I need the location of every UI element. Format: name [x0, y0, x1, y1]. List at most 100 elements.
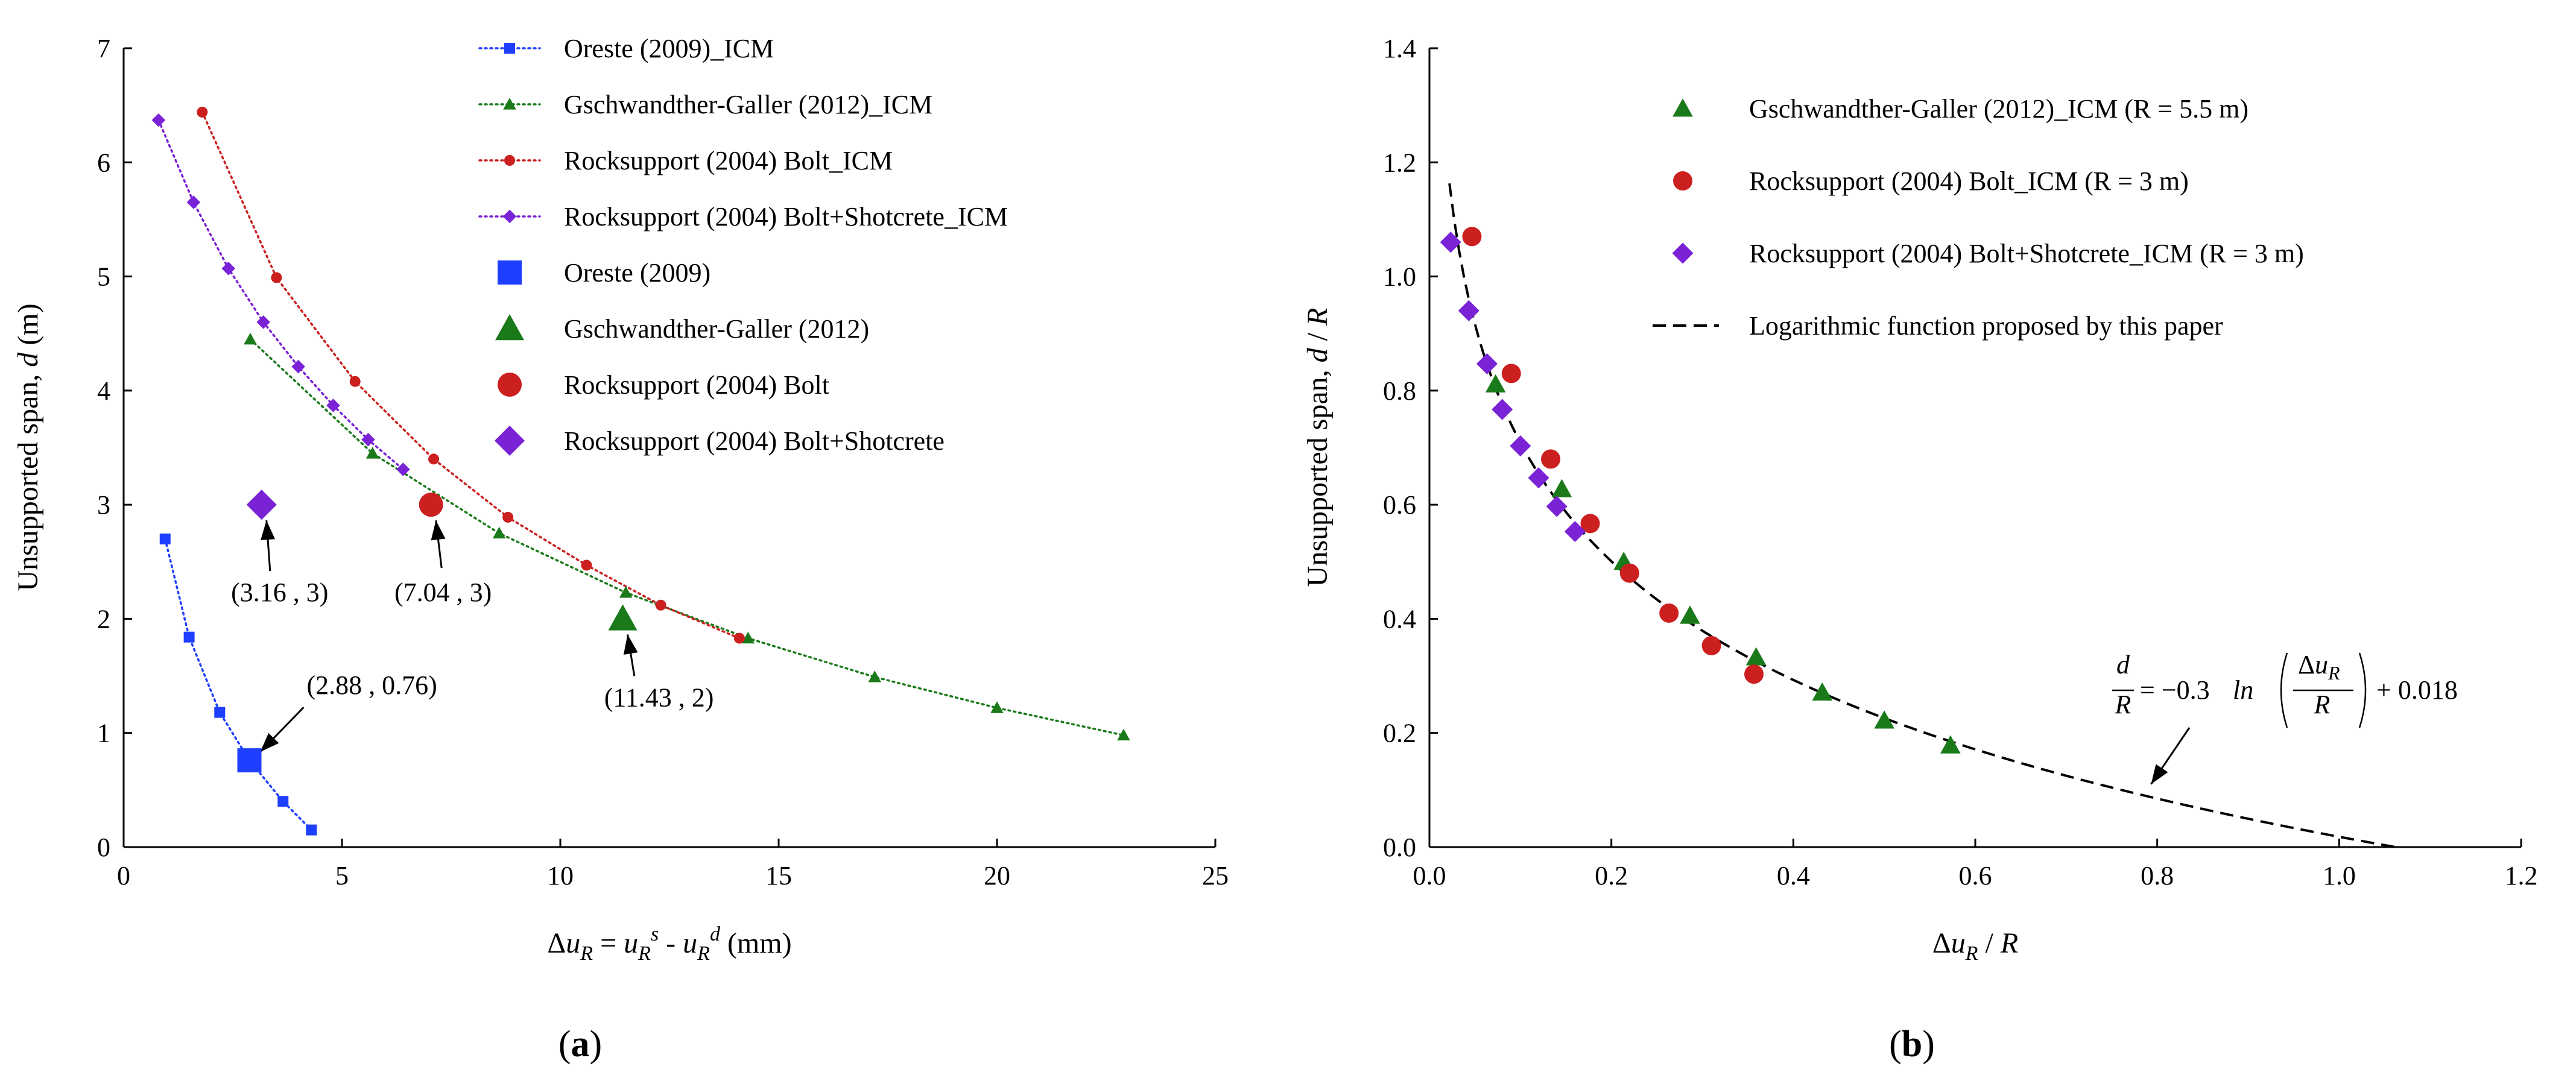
chart-a-annotation-arrow-head — [623, 634, 638, 655]
chart-a-y-tick-label: 2 — [97, 604, 110, 634]
chart-b-legend-marker-gsch_n — [1673, 98, 1693, 117]
chart-a-point-shot_icm — [151, 113, 166, 127]
chart-a-legend-marker-shot_icm — [502, 209, 517, 224]
chart-b-legend-marker-shot_n — [1672, 242, 1694, 264]
chart-a-point-oreste_icm — [214, 707, 226, 718]
chart-a-legend-marker-bolt_icm — [504, 155, 515, 166]
chart-b-point-bolt_n — [1580, 514, 1600, 534]
chart-a-y-tick-label: 3 — [97, 490, 110, 520]
chart-a-point-bolt_icm — [733, 632, 745, 644]
chart-b-point-gsch_n — [1551, 479, 1572, 497]
chart-b-x-tick-label: 0.6 — [1959, 861, 1992, 890]
chart-b-y-tick-label: 1.2 — [1383, 148, 1416, 177]
chart-a-point-oreste_icm — [306, 824, 317, 836]
chart-b-point-bolt_n — [1659, 603, 1679, 623]
chart-a-y-tick-label: 1 — [97, 719, 110, 748]
chart-a-x-tick-label: 25 — [1202, 861, 1229, 890]
chart-a-annotation-label: (2.88 , 0.76) — [307, 670, 437, 700]
chart-a-point-gsch — [608, 604, 638, 631]
chart-a-point-shot_icm — [256, 315, 270, 329]
chart-b-point-shot_n — [1476, 353, 1498, 374]
chart-b-y-tick-label: 0.4 — [1383, 604, 1416, 634]
chart-a-x-tick-label: 0 — [117, 861, 130, 890]
chart-a-point-shot_icm — [396, 462, 410, 476]
chart-a-point-oreste_icm — [183, 631, 195, 643]
chart-b-point-bolt_n — [1619, 563, 1639, 583]
chart-b-point-gsch_n — [1874, 710, 1894, 729]
chart-a-legend-label: Rocksupport (2004) Bolt+Shotcrete — [564, 426, 945, 456]
chart-a-x-tick-label: 15 — [765, 861, 792, 890]
chart-b-point-bolt_n — [1701, 635, 1721, 655]
chart-b-point-shot_n — [1510, 435, 1531, 457]
chart-a-point-bolt_icm — [271, 272, 282, 283]
chart-a-point-gsch_icm — [741, 631, 755, 644]
equation-lhs-denominator: R — [2115, 690, 2131, 719]
chart-a-legend-marker-gsch — [495, 314, 524, 341]
chart-a-y-tick-label: 0 — [97, 833, 110, 862]
chart-b-point-shot_n — [1528, 467, 1549, 489]
chart-a-line-bolt_icm — [201, 111, 741, 640]
chart-a-x-tick-label: 20 — [984, 861, 1010, 890]
chart-a-line-shot_icm — [157, 119, 405, 471]
chart-a-point-gsch_icm — [1117, 728, 1130, 741]
chart-b-fit-curve — [1448, 183, 2399, 848]
chart-b-y-tick-label: 0.0 — [1383, 833, 1416, 862]
chart-b-legend-label: Gschwandther-Galler (2012)_ICM (R = 5.5 … — [1749, 94, 2248, 124]
equation-left-paren — [2280, 652, 2288, 728]
chart-a-ylabel: Unsupported span, d (m) — [12, 303, 44, 591]
chart-a-point-gsch_icm — [492, 526, 506, 539]
chart-b-x-tick-label: 0.8 — [2141, 861, 2174, 890]
equation-coefficient: = −0.3 — [2140, 675, 2210, 705]
chart-a-point-gsch_icm — [868, 670, 882, 682]
chart-b-ylabel: Unsupported span, d / R — [1302, 308, 1334, 587]
chart-b-point-gsch_n — [1485, 374, 1506, 392]
chart-b-point-gsch_n — [1745, 647, 1767, 666]
chart-a-point-shot_icm — [361, 433, 375, 447]
chart-b-point-shot_n — [1546, 496, 1568, 517]
chart-a-x-tick-label: 5 — [335, 861, 349, 890]
chart-b-xlabel: ΔuR / R — [1932, 927, 2018, 965]
chart-a-point-bolt_icm — [349, 376, 361, 387]
chart-a-point-bolt_icm — [581, 559, 592, 571]
chart-b-point-shot_n — [1458, 300, 1479, 321]
chart-a-point-shot_icm — [326, 399, 340, 412]
chart-a-point-shot — [246, 490, 277, 520]
chart-a-legend-marker-oreste_icm — [504, 43, 515, 54]
chart-a-legend-marker-shot — [495, 426, 525, 456]
chart-a-annotation-arrow-head — [260, 733, 279, 752]
chart-b-point-bolt_n — [1501, 364, 1521, 383]
chart-a-x-tick-label: 10 — [547, 861, 574, 890]
chart-a-point-oreste_icm — [277, 796, 289, 807]
chart-b-y-tick-label: 0.2 — [1383, 719, 1416, 748]
chart-b-x-tick-label: 0.4 — [1777, 861, 1810, 890]
chart-a-annotation-label: (3.16 , 3) — [231, 578, 328, 607]
chart-b-legend-label: Logarithmic function proposed by this pa… — [1749, 311, 2223, 341]
chart-a-point-shot_icm — [221, 262, 236, 276]
chart-b-point-gsch_n — [1812, 682, 1833, 701]
chart-a-legend-label: Rocksupport (2004) Bolt+Shotcrete_ICM — [564, 202, 1008, 232]
chart-a-legend-marker-oreste — [498, 260, 522, 285]
chart-a-legend-label: Rocksupport (2004) Bolt — [564, 370, 829, 400]
chart-a-point-bolt_icm — [428, 453, 440, 465]
chart-a-annotation-label: (7.04 , 3) — [394, 578, 492, 607]
chart-a-legend-marker-gsch_icm — [503, 98, 516, 110]
chart-b-point-bolt_n — [1462, 227, 1482, 247]
equation-arrow-head — [2151, 764, 2168, 784]
chart-b-x-tick-label: 1.0 — [2323, 861, 2356, 890]
chart-a-annotation-arrow-head — [261, 520, 276, 540]
chart-a-point-bolt_icm — [502, 511, 514, 523]
chart-b-y-tick-label: 0.8 — [1383, 376, 1416, 406]
chart-b-x-tick-label: 1.2 — [2505, 861, 2538, 890]
chart-a-legend-label: Gschwandther-Galler (2012) — [564, 314, 869, 344]
chart-a-point-bolt — [419, 493, 443, 517]
chart-a-point-gsch_icm — [366, 447, 379, 459]
chart-a-point-gsch_icm — [244, 332, 257, 345]
chart-a-point-gsch_icm — [990, 701, 1004, 713]
chart-a-legend-label: Gschwandther-Galler (2012)_ICM — [564, 90, 932, 119]
chart-b-point-bolt_n — [1744, 664, 1764, 684]
chart-a: 0 5 10 15 20 25 0 1 2 3 4 5 6 7 (2.88 , 0.76) (3.16 , … — [12, 34, 1229, 1065]
chart-b-legend-label: Rocksupport (2004) Bolt+Shotcrete_ICM (R… — [1749, 239, 2304, 268]
chart-b-x-tick-label: 0.0 — [1413, 861, 1446, 890]
chart-a-point-gsch_icm — [619, 586, 633, 598]
